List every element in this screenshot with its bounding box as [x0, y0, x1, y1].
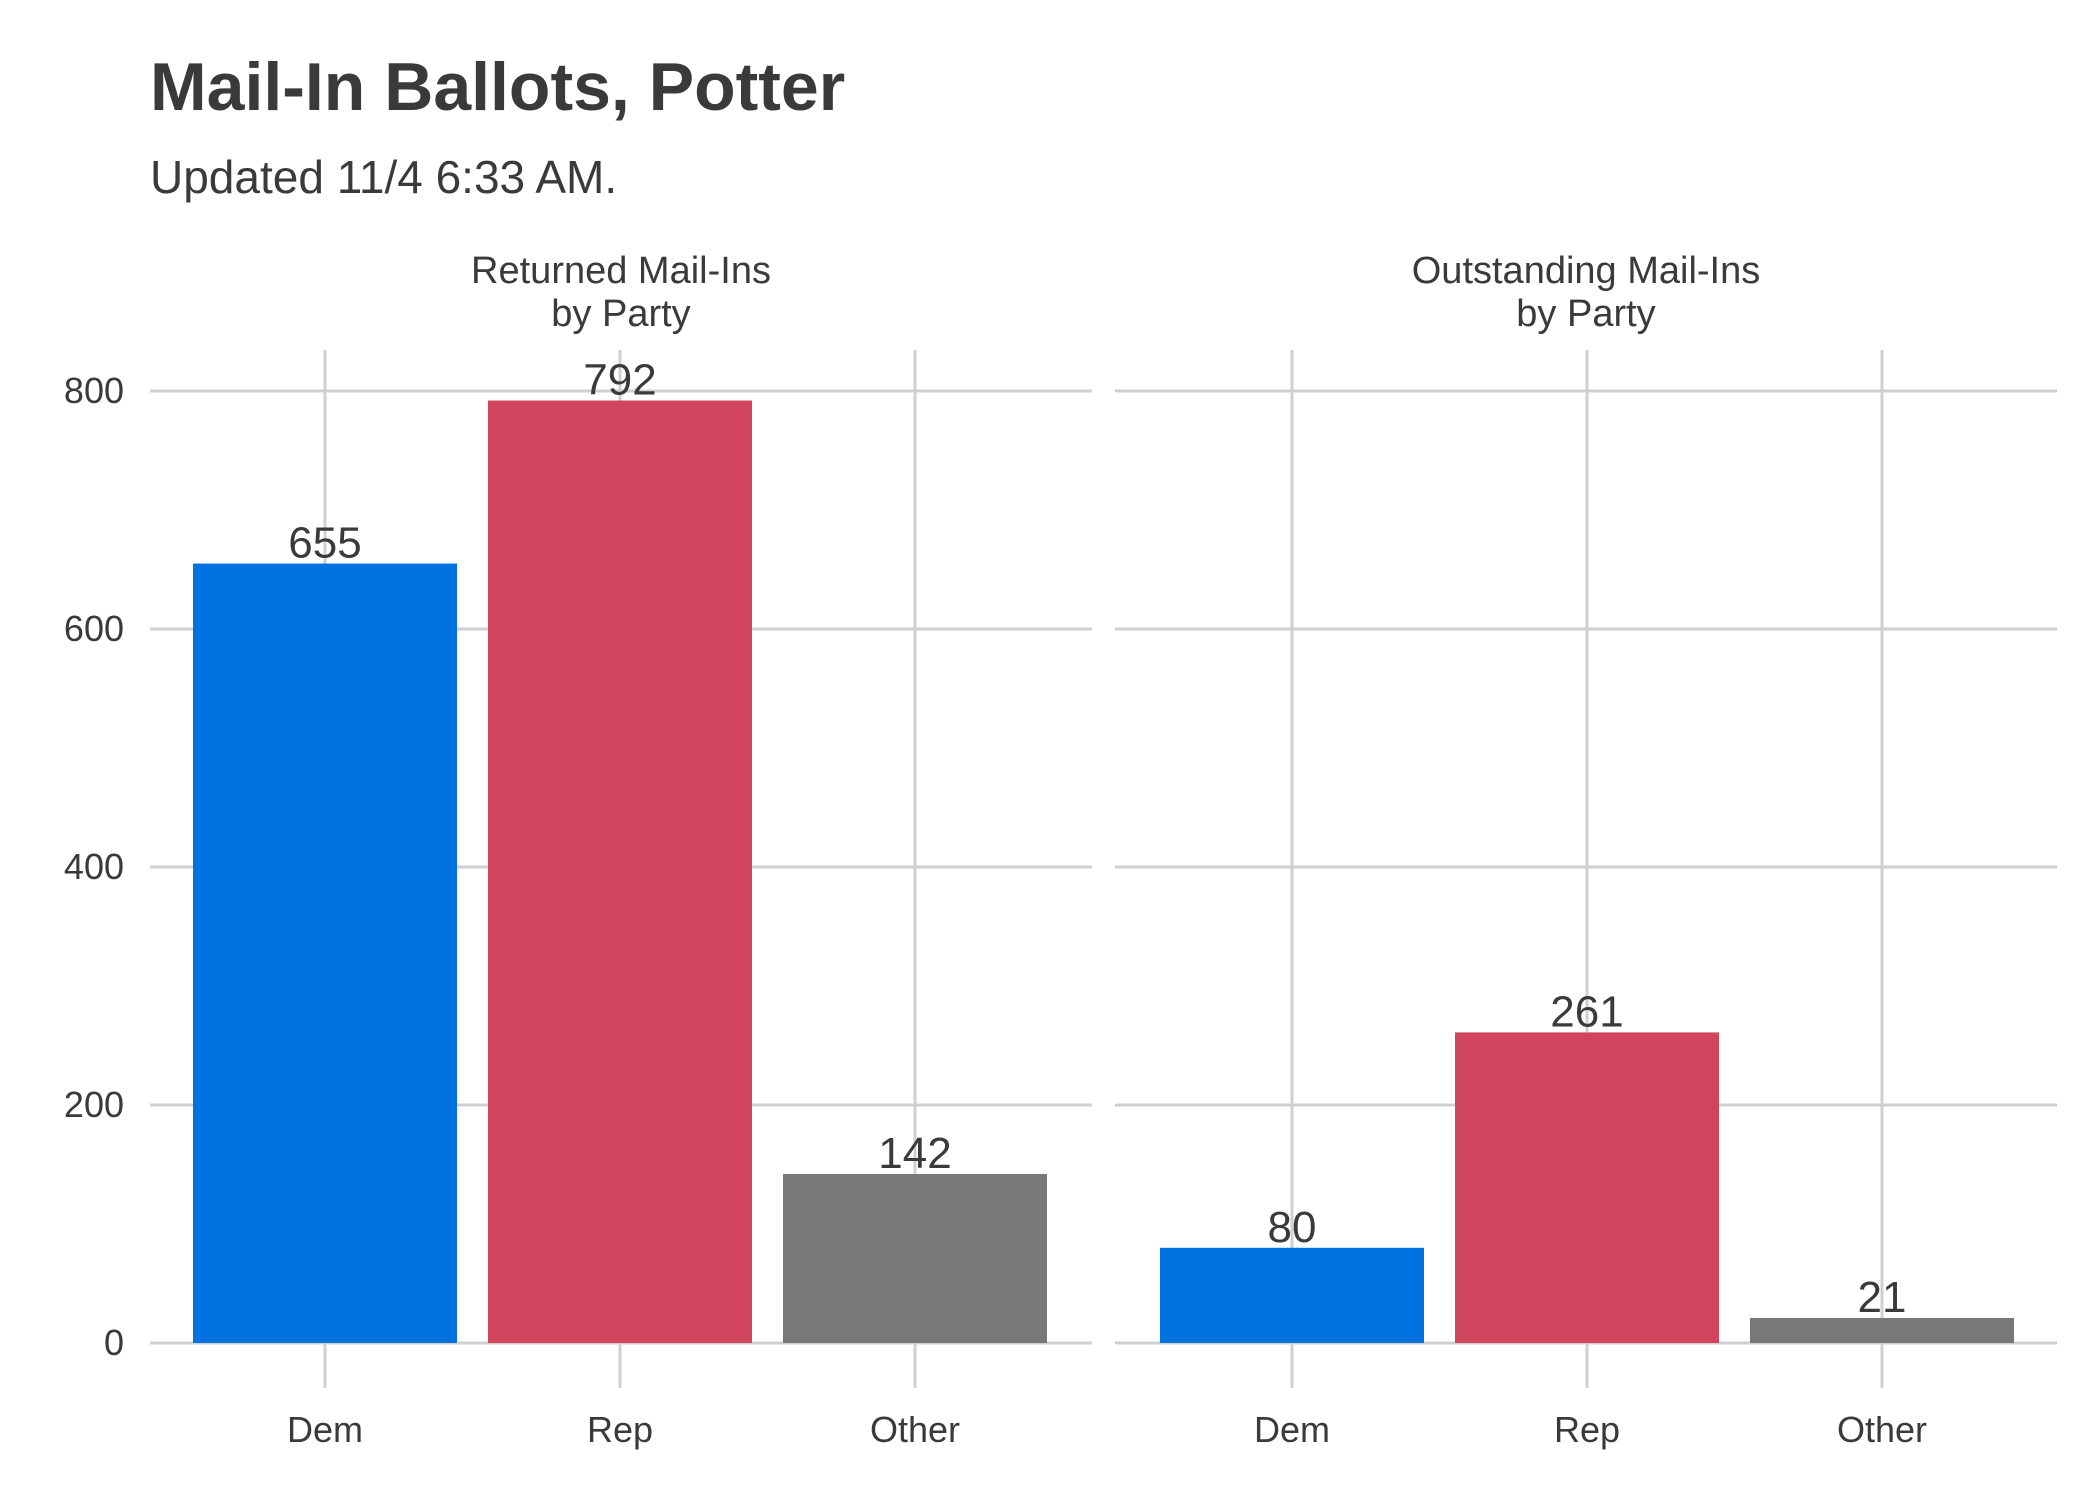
data-label: 655	[288, 519, 361, 568]
chart-subtitle: Updated 11/4 6:33 AM.	[150, 151, 618, 203]
bar-rep	[488, 400, 752, 1343]
data-label: 792	[583, 356, 656, 405]
facet-title: by Party	[551, 293, 690, 335]
data-label: 261	[1550, 987, 1623, 1036]
chart-title: Mail-In Ballots, Potter	[150, 49, 846, 125]
y-tick-label: 400	[64, 846, 124, 887]
y-tick-label: 600	[64, 608, 124, 649]
facet-title: Outstanding Mail-Ins	[1412, 250, 1761, 292]
x-tick-label: Rep	[587, 1409, 653, 1450]
bar-dem	[1160, 1247, 1424, 1343]
facet-title: by Party	[1516, 293, 1655, 335]
y-tick-label: 800	[64, 370, 124, 411]
x-tick-label: Other	[870, 1409, 960, 1450]
data-label: 21	[1858, 1273, 1907, 1322]
facet-title: Returned Mail-Ins	[471, 250, 771, 292]
x-tick-label: Other	[1837, 1409, 1927, 1450]
x-tick-label: Dem	[287, 1409, 363, 1450]
x-tick-label: Rep	[1554, 1409, 1620, 1450]
bar-other	[783, 1174, 1047, 1343]
x-tick-label: Dem	[1254, 1409, 1330, 1450]
data-label: 142	[878, 1129, 951, 1178]
bar-rep	[1455, 1032, 1719, 1343]
y-tick-label: 200	[64, 1084, 124, 1125]
y-tick-label: 0	[104, 1322, 124, 1363]
bar-other	[1750, 1318, 2014, 1343]
data-label: 80	[1268, 1203, 1317, 1252]
bar-dem	[193, 563, 457, 1343]
